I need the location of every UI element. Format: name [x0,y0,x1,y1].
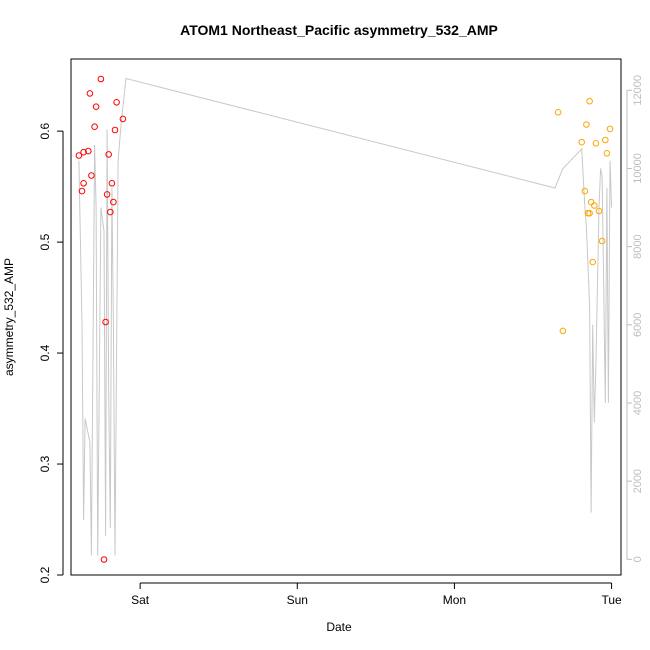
data-point [595,207,603,215]
y-axis-label: asymmetry_532_AMP [2,258,16,376]
line-series [78,77,613,556]
data-point [554,109,562,116]
y-tick-label-left: 0.2 [38,566,52,583]
data-point [586,97,593,105]
y-tick-label-right: 8000 [632,234,644,258]
y-tick-label-left: 0.5 [38,233,52,250]
data-point [105,151,112,158]
line-series-path [78,77,613,556]
data-point [598,237,606,245]
x-axis: Sat Sun Mon Tue [131,582,622,607]
y-axis-right: 0 2000 4000 6000 8000 10000 12000 [626,75,644,562]
data-point [85,147,92,155]
data-point [583,121,590,128]
data-point [78,187,86,195]
data-point [88,172,95,179]
data-point [592,140,600,147]
y-tick-label-right: 6000 [632,313,644,337]
data-point [92,103,100,110]
y-tick-label-right: 12000 [632,75,644,106]
data-point [108,180,116,187]
data-point [111,126,119,134]
data-point [86,90,94,97]
data-point [581,187,589,195]
data-point [75,152,83,159]
data-point [107,208,114,216]
data-point [606,125,614,133]
x-tick-label: Tue [601,593,622,607]
data-point [113,99,120,106]
data-point [586,209,593,217]
x-tick-label: Sat [131,593,150,607]
data-point [602,136,609,144]
y-axis-left: 0.2 0.3 0.4 0.5 0.6 [38,122,64,583]
data-point [110,198,117,206]
y-tick-label-left: 0.4 [38,344,52,361]
data-point [80,148,87,156]
y-tick-label-right: 10000 [632,153,644,184]
data-point [97,75,105,83]
x-axis-label: Date [326,620,352,634]
y-tick-label-right: 0 [632,556,644,562]
data-point [587,198,595,206]
data-point [578,138,586,146]
point-series [75,75,614,563]
chart-title: ATOM1 Northeast_Pacific asymmetry_532_AM… [180,22,498,38]
data-point [559,327,567,335]
y-tick-label-left: 0.6 [38,122,52,139]
data-point [119,115,127,123]
data-point [103,191,111,198]
data-point [591,202,598,209]
x-tick-label: Mon [443,593,466,607]
data-point [80,180,87,187]
y-tick-label-left: 0.3 [38,455,52,472]
x-tick-label: Sun [287,593,308,607]
data-point [589,258,597,266]
y-tick-label-right: 2000 [632,469,644,493]
data-point [603,150,611,157]
data-point [100,556,108,563]
y-tick-label-right: 4000 [632,391,644,415]
plot-frame [70,58,622,576]
data-point [102,318,109,326]
data-point [91,123,98,130]
